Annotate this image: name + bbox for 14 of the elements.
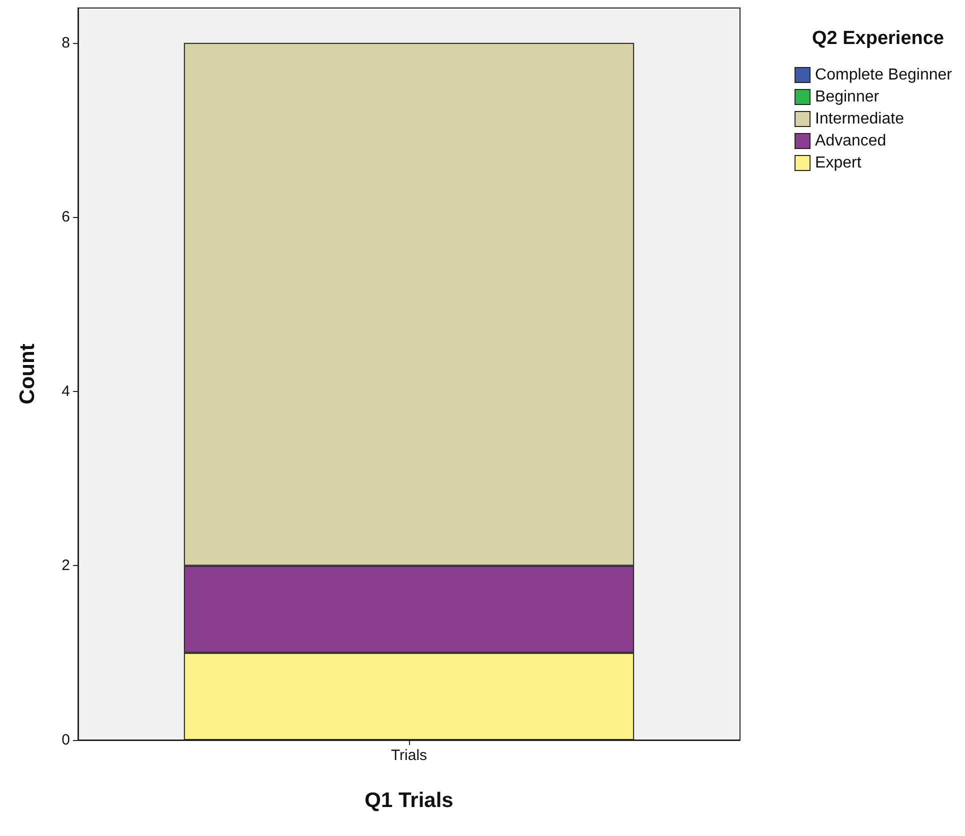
y-tick-label: 0 [62,732,70,748]
y-tick-label: 2 [62,557,70,574]
legend-label: Complete Beginner [815,66,953,84]
y-tick-label: 8 [62,34,70,52]
legend-title: Q2 Experience [812,28,944,49]
y-tick-label: 6 [62,208,70,226]
legend-label: Expert [815,154,862,172]
y-tick-label: 4 [62,382,70,400]
x-tick-label: Trials [390,747,428,764]
legend-label: Intermediate [815,110,904,128]
x-axis-title: Q1 Trials [364,789,454,812]
y-axis-title: Count [16,344,39,404]
legend-label: Advanced [815,132,886,150]
legend-label: Beginner [815,88,880,106]
